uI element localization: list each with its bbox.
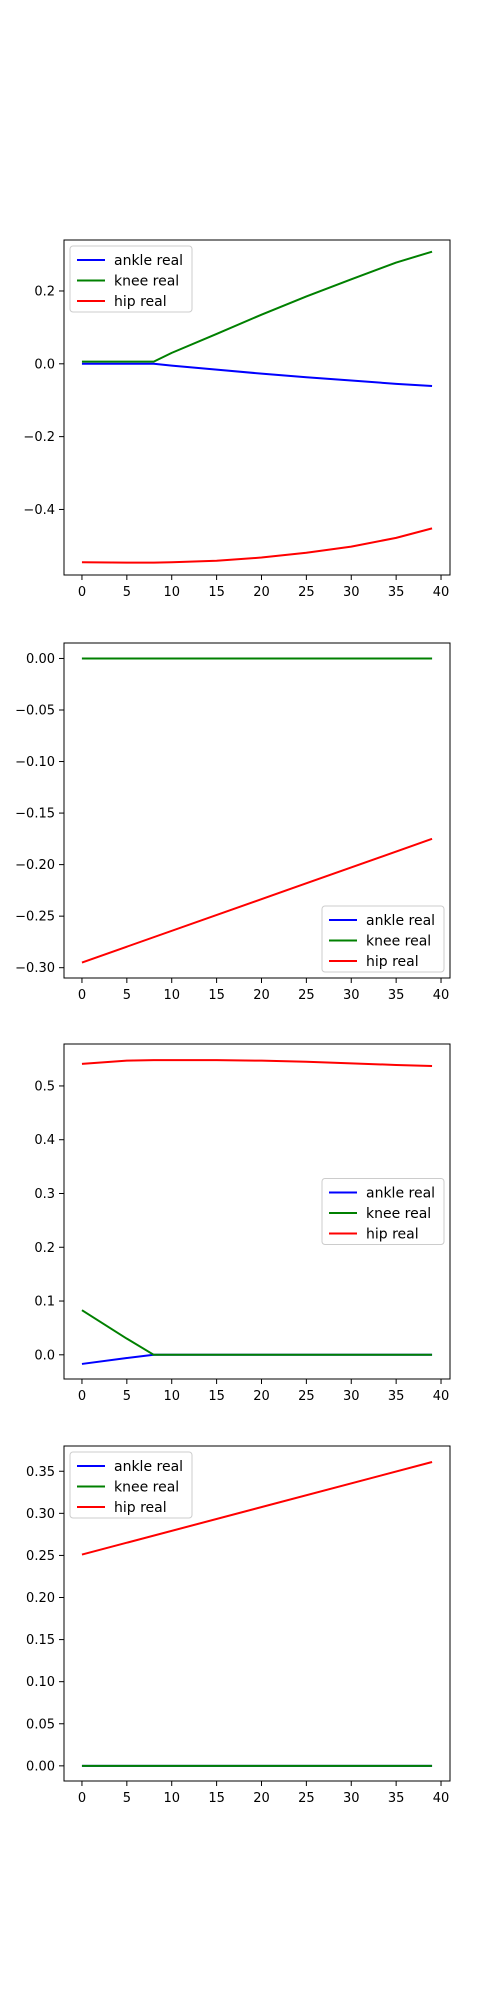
legend-label: knee real — [366, 1206, 431, 1222]
x-tick-label: 0 — [78, 1791, 86, 1806]
x-tick-label: 15 — [208, 988, 225, 1003]
y-tick-label: 0.10 — [26, 1675, 55, 1690]
x-tick-label: 0 — [78, 585, 86, 600]
legend: ankle real knee real hip real — [69, 245, 193, 313]
x-tick-label: 25 — [298, 1389, 315, 1404]
chart-4: 0 5 10 15 20 25 30 35 40 0.00 0.05 0.10 0.15 0.20 0.25… — [26, 1445, 451, 1806]
x-tick-label: 40 — [433, 585, 450, 600]
y-tick-label: 0.3 — [34, 1187, 55, 1202]
plot-frame — [63, 1445, 451, 1782]
x-tick-label: 10 — [163, 988, 180, 1003]
x-tick-label: 0 — [78, 988, 86, 1003]
chart-1: 0 5 10 15 20 25 30 35 40 −0.4 −0.2 0.0 0.2 ankle real… — [23, 239, 451, 600]
x-tick-label: 10 — [163, 585, 180, 600]
x-tick-label: 5 — [123, 1389, 131, 1404]
x-tick-label: 15 — [208, 585, 225, 600]
x-tick-label: 20 — [253, 988, 270, 1003]
x-tick-label: 30 — [343, 1389, 360, 1404]
legend-label: ankle real — [114, 253, 183, 269]
x-tick-label: 15 — [208, 1389, 225, 1404]
legend-box — [69, 245, 193, 313]
plot-frame — [63, 239, 451, 576]
y-tick-label: −0.10 — [15, 755, 55, 770]
y-tick-label: 0.20 — [26, 1591, 55, 1606]
x-tick-label: 30 — [343, 988, 360, 1003]
x-tick-label: 30 — [343, 585, 360, 600]
legend-label: knee real — [114, 274, 179, 290]
y-tick-label: −0.30 — [15, 961, 55, 976]
y-tick-label: −0.2 — [23, 430, 55, 445]
series-line-hip-real — [81, 1059, 433, 1068]
x-tick-label: 0 — [78, 1389, 86, 1404]
x-tick-label: 25 — [298, 1791, 315, 1806]
x-tick-label: 40 — [433, 1791, 450, 1806]
legend-label: hip real — [114, 1500, 167, 1516]
y-tick-label: 0.25 — [26, 1549, 55, 1564]
legend-box — [321, 1178, 445, 1245]
y-tick-label: 0.2 — [34, 1241, 55, 1256]
x-tick-label: 20 — [253, 1791, 270, 1806]
y-tick-label: 0.2 — [34, 284, 55, 299]
y-tick-label: 0.1 — [34, 1295, 55, 1310]
x-tick-label: 25 — [298, 585, 315, 600]
x-tick-label: 35 — [388, 1791, 405, 1806]
x-tick-label: 40 — [433, 1389, 450, 1404]
y-tick-label: 0.30 — [26, 1507, 55, 1522]
series-line-knee-real — [81, 250, 433, 363]
y-tick-label: 0.0 — [34, 357, 55, 372]
y-tick-label: −0.20 — [15, 858, 55, 873]
legend-label: knee real — [366, 934, 431, 950]
y-tick-label: −0.05 — [15, 704, 55, 719]
y-tick-label: 0.0 — [34, 1348, 55, 1363]
plot-frame — [63, 642, 451, 979]
x-tick-label: 40 — [433, 988, 450, 1003]
y-tick-label: 0.4 — [34, 1133, 55, 1148]
legend: ankle real knee real hip real — [69, 1451, 193, 1519]
plot-frame — [63, 1043, 451, 1380]
series-line-ankle-real — [81, 1353, 433, 1365]
x-tick-label: 10 — [163, 1791, 180, 1806]
series-line-hip-real — [81, 1461, 433, 1556]
series-line-hip-real — [81, 527, 433, 564]
legend-label: ankle real — [366, 1186, 435, 1202]
x-tick-label: 10 — [163, 1389, 180, 1404]
legend-label: ankle real — [114, 1459, 183, 1475]
series-line-hip-real — [81, 837, 433, 964]
series-line-knee-real — [81, 1309, 433, 1356]
x-tick-label: 5 — [123, 1791, 131, 1806]
y-tick-label: 0.05 — [26, 1717, 55, 1732]
y-tick-label: 0.15 — [26, 1633, 55, 1648]
series-line-ankle-real — [81, 362, 433, 388]
x-tick-label: 20 — [253, 1389, 270, 1404]
legend: ankle real knee real hip real — [321, 905, 445, 973]
chart-3: 0 5 10 15 20 25 30 35 40 0.0 0.1 0.2 0.3 0.4 0.5 ankle … — [34, 1043, 451, 1404]
legend: ankle real knee real hip real — [321, 1178, 445, 1245]
chart-2: 0 5 10 15 20 25 30 35 40 −0.30 −0.25 −0.20 −0.15 −0.1… — [15, 642, 451, 1003]
legend-box — [321, 905, 445, 973]
x-tick-label: 35 — [388, 585, 405, 600]
x-tick-label: 30 — [343, 1791, 360, 1806]
x-tick-label: 5 — [123, 988, 131, 1003]
legend-label: hip real — [114, 294, 167, 310]
y-tick-label: 0.5 — [34, 1079, 55, 1094]
legend-label: ankle real — [366, 913, 435, 929]
y-tick-label: 0.00 — [26, 652, 55, 667]
x-tick-label: 35 — [388, 1389, 405, 1404]
y-tick-label: 0.00 — [26, 1759, 55, 1774]
y-tick-label: −0.4 — [23, 503, 55, 518]
legend-label: hip real — [366, 954, 419, 970]
x-tick-label: 25 — [298, 988, 315, 1003]
legend-label: hip real — [366, 1227, 419, 1243]
y-tick-label: 0.35 — [26, 1465, 55, 1480]
x-tick-label: 5 — [123, 585, 131, 600]
x-tick-label: 15 — [208, 1791, 225, 1806]
y-tick-label: −0.15 — [15, 807, 55, 822]
x-tick-label: 20 — [253, 585, 270, 600]
y-tick-label: −0.25 — [15, 910, 55, 925]
x-tick-label: 35 — [388, 988, 405, 1003]
legend-box — [69, 1451, 193, 1519]
legend-label: knee real — [114, 1480, 179, 1496]
